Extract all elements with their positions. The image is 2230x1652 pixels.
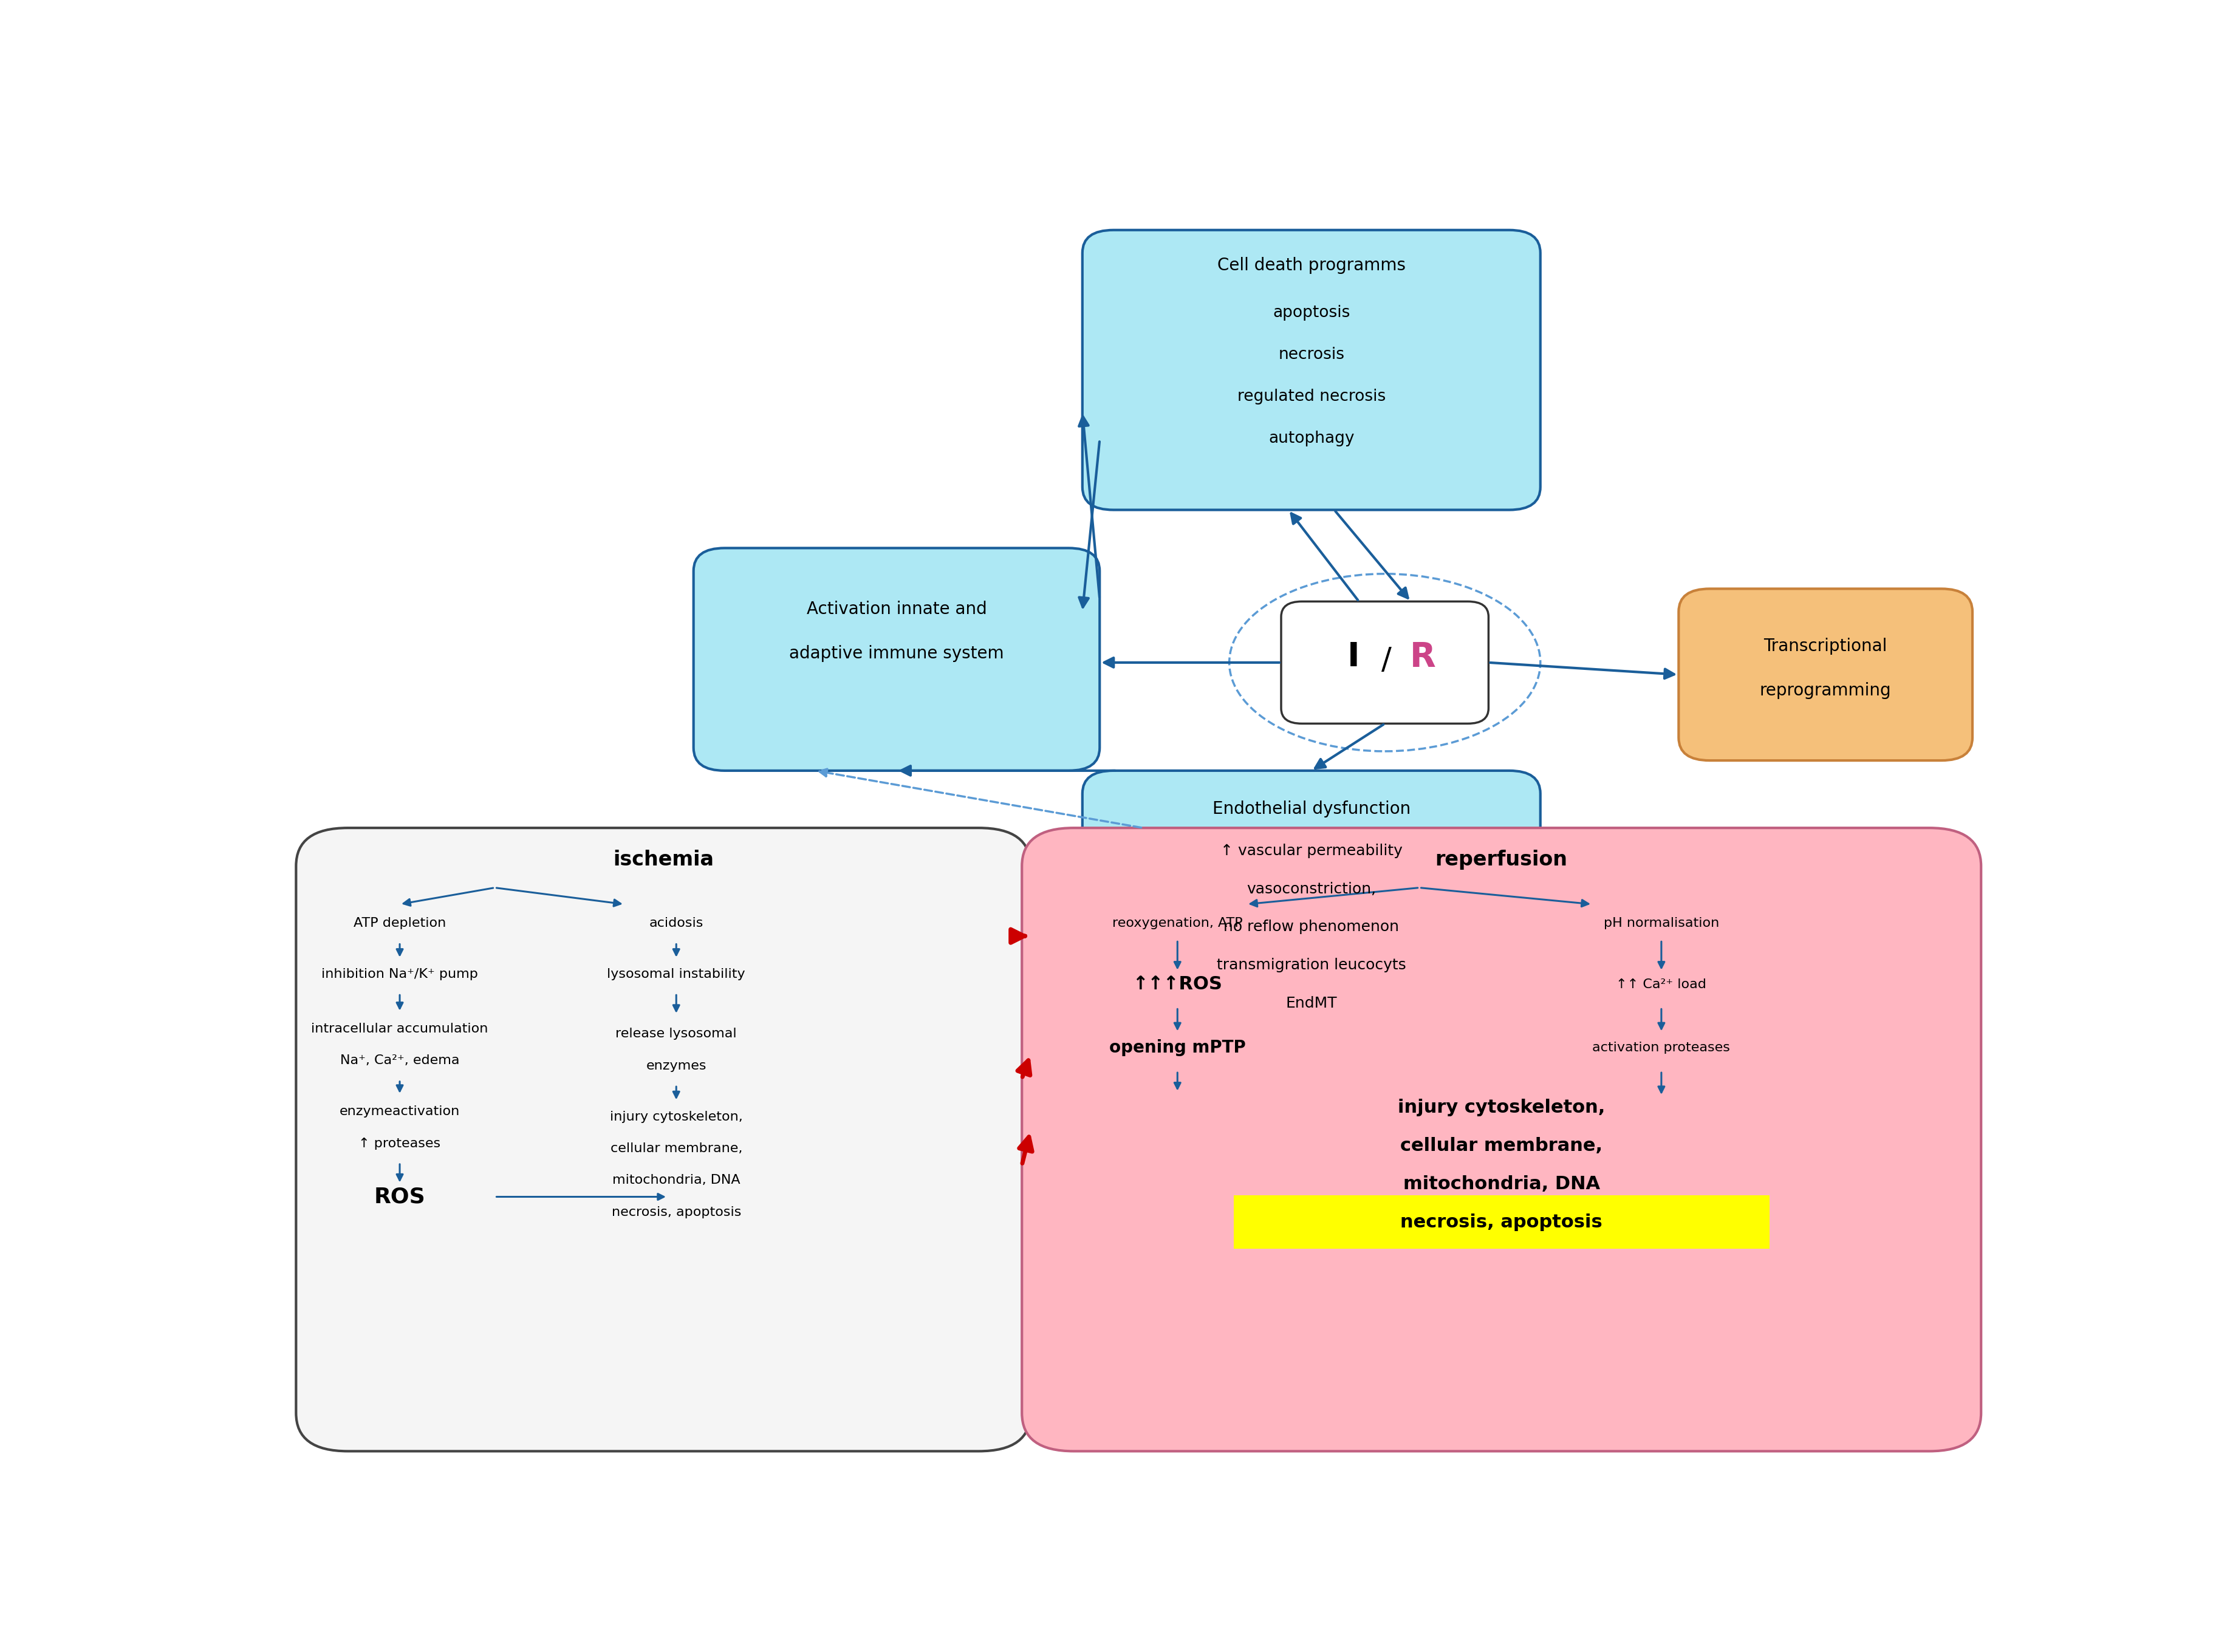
Text: ↑ vascular permeability: ↑ vascular permeability bbox=[1220, 844, 1403, 857]
Text: /: / bbox=[1380, 646, 1392, 674]
Text: mitochondria, DNA: mitochondria, DNA bbox=[1403, 1175, 1599, 1193]
Text: acidosis: acidosis bbox=[649, 917, 702, 930]
FancyBboxPatch shape bbox=[694, 548, 1099, 770]
Text: Endothelial dysfunction: Endothelial dysfunction bbox=[1213, 800, 1409, 818]
Text: ischemia: ischemia bbox=[613, 849, 714, 869]
FancyBboxPatch shape bbox=[1233, 1196, 1768, 1249]
FancyBboxPatch shape bbox=[1082, 770, 1541, 1057]
Text: reperfusion: reperfusion bbox=[1436, 849, 1568, 869]
Text: apoptosis: apoptosis bbox=[1273, 306, 1349, 320]
Text: no reflow phenomenon: no reflow phenomenon bbox=[1224, 920, 1398, 935]
Text: ↑↑↑ROS: ↑↑↑ROS bbox=[1133, 976, 1222, 993]
Text: Cell death programms: Cell death programms bbox=[1218, 258, 1405, 274]
FancyBboxPatch shape bbox=[1021, 828, 1980, 1450]
Text: release lysosomal: release lysosomal bbox=[615, 1028, 736, 1041]
Text: I: I bbox=[1347, 641, 1360, 674]
Text: pH normalisation: pH normalisation bbox=[1603, 917, 1719, 930]
Text: reprogramming: reprogramming bbox=[1759, 682, 1891, 699]
Text: EndMT: EndMT bbox=[1287, 996, 1338, 1011]
Text: enzymeactivation: enzymeactivation bbox=[339, 1105, 459, 1118]
Text: vasoconstriction,: vasoconstriction, bbox=[1247, 882, 1376, 897]
Text: injury cytoskeleton,: injury cytoskeleton, bbox=[609, 1110, 743, 1123]
Text: injury cytoskeleton,: injury cytoskeleton, bbox=[1398, 1099, 1606, 1117]
Text: Activation innate and: Activation innate and bbox=[807, 601, 986, 618]
Text: necrosis, apoptosis: necrosis, apoptosis bbox=[611, 1206, 740, 1218]
FancyBboxPatch shape bbox=[1082, 230, 1541, 510]
Text: inhibition Na⁺/K⁺ pump: inhibition Na⁺/K⁺ pump bbox=[321, 968, 477, 980]
Text: cellular membrane,: cellular membrane, bbox=[611, 1143, 743, 1155]
Text: R: R bbox=[1409, 641, 1436, 674]
Text: ATP depletion: ATP depletion bbox=[355, 917, 446, 930]
FancyBboxPatch shape bbox=[1282, 601, 1490, 724]
Text: necrosis: necrosis bbox=[1278, 347, 1345, 362]
Text: reoxygenation, ATP: reoxygenation, ATP bbox=[1113, 917, 1242, 930]
Text: cellular membrane,: cellular membrane, bbox=[1400, 1137, 1603, 1155]
Text: activation proteases: activation proteases bbox=[1592, 1042, 1730, 1054]
Text: necrosis, apoptosis: necrosis, apoptosis bbox=[1400, 1214, 1603, 1231]
Text: ↑↑ Ca²⁺ load: ↑↑ Ca²⁺ load bbox=[1617, 978, 1706, 991]
Text: mitochondria, DNA: mitochondria, DNA bbox=[613, 1175, 740, 1186]
Text: adaptive immune system: adaptive immune system bbox=[789, 646, 1004, 662]
FancyBboxPatch shape bbox=[1679, 588, 1974, 760]
Text: regulated necrosis: regulated necrosis bbox=[1238, 388, 1385, 405]
Text: Na⁺, Ca²⁺, edema: Na⁺, Ca²⁺, edema bbox=[339, 1054, 459, 1067]
Text: Transcriptional: Transcriptional bbox=[1764, 638, 1887, 654]
Text: lysosomal instability: lysosomal instability bbox=[607, 968, 745, 980]
Text: transmigration leucocyts: transmigration leucocyts bbox=[1218, 958, 1407, 973]
Text: opening mPTP: opening mPTP bbox=[1108, 1039, 1247, 1057]
Text: intracellular accumulation: intracellular accumulation bbox=[312, 1023, 488, 1034]
Text: ↑ proteases: ↑ proteases bbox=[359, 1137, 442, 1150]
FancyBboxPatch shape bbox=[297, 828, 1030, 1450]
Text: enzymes: enzymes bbox=[647, 1059, 707, 1072]
Text: autophagy: autophagy bbox=[1269, 431, 1354, 446]
Text: ROS: ROS bbox=[375, 1186, 426, 1208]
